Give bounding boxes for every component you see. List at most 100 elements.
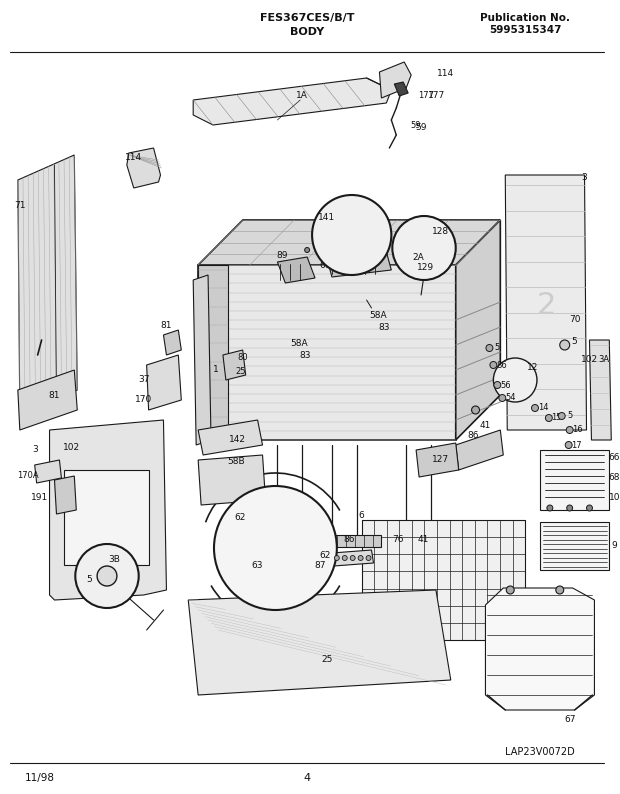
Circle shape [546, 414, 552, 422]
Circle shape [97, 566, 117, 586]
Polygon shape [164, 330, 181, 355]
Text: 12: 12 [528, 364, 539, 372]
Text: 142: 142 [229, 435, 246, 445]
Text: 56: 56 [318, 535, 330, 545]
Polygon shape [50, 420, 166, 600]
Polygon shape [277, 257, 315, 283]
Circle shape [566, 426, 573, 434]
Text: 170: 170 [135, 395, 153, 404]
Text: 1: 1 [213, 365, 219, 375]
Polygon shape [348, 215, 356, 230]
Text: 3: 3 [582, 174, 587, 183]
Circle shape [567, 505, 573, 511]
Text: 70: 70 [569, 315, 580, 325]
Text: 3: 3 [32, 445, 38, 454]
Text: 16: 16 [572, 426, 583, 434]
Text: 1A: 1A [296, 91, 308, 99]
Circle shape [547, 505, 553, 511]
Text: 114: 114 [125, 153, 143, 163]
Polygon shape [456, 430, 503, 470]
Text: 25: 25 [321, 656, 332, 665]
Text: 62: 62 [234, 514, 246, 522]
Text: 3B: 3B [108, 556, 120, 565]
Polygon shape [394, 82, 408, 96]
Polygon shape [505, 175, 587, 430]
Circle shape [358, 556, 363, 561]
Text: 67: 67 [564, 715, 575, 724]
Text: LAP23V0072D: LAP23V0072D [505, 747, 575, 757]
Circle shape [304, 248, 309, 252]
Text: 5: 5 [567, 411, 572, 421]
Circle shape [350, 556, 355, 561]
Text: 191: 191 [31, 492, 48, 502]
Text: 58A: 58A [290, 338, 308, 348]
Text: 37: 37 [138, 376, 149, 384]
Text: 87: 87 [314, 561, 326, 569]
Text: 102: 102 [581, 356, 598, 364]
Text: 81: 81 [49, 391, 60, 399]
Text: FES367CES/B/T: FES367CES/B/T [260, 13, 355, 23]
Polygon shape [198, 265, 228, 440]
Text: 58B: 58B [227, 457, 245, 467]
Bar [64, 470, 149, 565]
Text: 10: 10 [608, 494, 620, 503]
Circle shape [394, 249, 399, 255]
Text: 4: 4 [304, 773, 311, 783]
Text: 63: 63 [252, 561, 264, 569]
Polygon shape [485, 588, 595, 710]
Bar [332, 535, 381, 547]
Polygon shape [456, 220, 500, 440]
Text: 80: 80 [237, 353, 248, 363]
Circle shape [556, 586, 564, 594]
Text: 41: 41 [417, 535, 428, 545]
Polygon shape [55, 476, 76, 514]
Circle shape [558, 413, 565, 419]
Polygon shape [193, 78, 391, 125]
Text: 66: 66 [319, 260, 330, 269]
Text: 70: 70 [252, 503, 264, 512]
Text: 56: 56 [500, 380, 511, 390]
Text: 114: 114 [437, 70, 454, 79]
Polygon shape [99, 582, 115, 594]
Text: 9: 9 [611, 542, 617, 550]
Circle shape [334, 245, 339, 250]
Circle shape [312, 195, 391, 275]
Circle shape [364, 252, 369, 257]
Text: 86: 86 [496, 360, 507, 369]
Circle shape [214, 486, 337, 610]
Text: 86: 86 [468, 430, 479, 440]
Text: 108: 108 [368, 249, 385, 257]
Text: 177: 177 [418, 91, 434, 101]
Circle shape [565, 441, 572, 449]
Text: 3A: 3A [599, 356, 610, 364]
Circle shape [587, 505, 593, 511]
Polygon shape [193, 275, 211, 445]
Polygon shape [198, 455, 265, 505]
Bar [361, 520, 525, 640]
Text: 59: 59 [415, 122, 427, 132]
Text: 89: 89 [277, 250, 288, 260]
Text: 5995315347: 5995315347 [489, 25, 561, 35]
Circle shape [499, 395, 506, 402]
Bar [242, 528, 255, 558]
Circle shape [75, 544, 139, 608]
Text: 6: 6 [359, 511, 365, 521]
Text: 17: 17 [571, 441, 582, 449]
Polygon shape [127, 148, 161, 188]
Text: 25: 25 [236, 368, 246, 376]
Text: 170A: 170A [17, 471, 38, 480]
Polygon shape [414, 235, 439, 251]
Circle shape [507, 586, 514, 594]
Text: 62: 62 [319, 550, 330, 560]
Circle shape [366, 556, 371, 561]
Text: 5: 5 [86, 576, 92, 584]
Text: 128: 128 [432, 228, 450, 237]
Text: 83: 83 [379, 323, 390, 333]
Text: Publication No.: Publication No. [480, 13, 570, 23]
Text: 102: 102 [63, 444, 80, 453]
Bar [272, 528, 285, 558]
Text: 15: 15 [552, 414, 562, 422]
Text: 71: 71 [14, 201, 25, 210]
Circle shape [560, 340, 570, 350]
Text: 11/98: 11/98 [25, 773, 55, 783]
